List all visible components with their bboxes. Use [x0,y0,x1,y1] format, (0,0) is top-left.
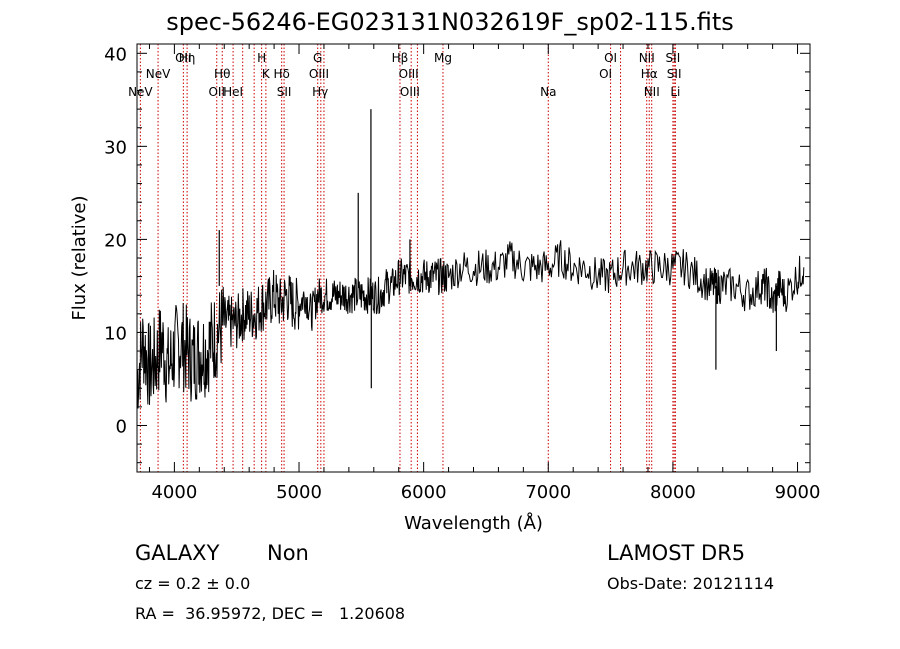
line-label: Li [670,85,680,99]
object-subclass: Non [267,541,309,565]
x-tick-label: 9000 [775,482,821,503]
line-label: OII [208,85,225,99]
y-tick-label: 20 [104,230,127,251]
survey-name: LAMOST DR5 [607,541,746,565]
y-tick-label: 10 [104,323,127,344]
line-label: G [313,51,322,65]
line-label: K [262,67,271,81]
x-axis-label: Wavelength (Å) [404,512,543,534]
redshift-cz: cz = 0.2 ± 0.0 [135,574,251,593]
y-tick-label: 0 [116,416,127,437]
line-label: SII [667,67,682,81]
y-tick-label: 30 [104,137,127,158]
line-label: OIII [399,67,419,81]
line-label: Hη [179,51,196,65]
coordinates: RA = 36.95972, DEC = 1.20608 [135,604,406,623]
line-label: Na [540,85,556,99]
line-label: Hδ [274,67,290,81]
line-label: Hγ [312,85,328,99]
line-label: SII [277,85,292,99]
object-class: GALAXY [135,541,220,565]
line-label: Hα [641,67,658,81]
line-label: OII [175,51,192,65]
y-tick-label: 40 [104,44,127,65]
line-label: H [257,51,266,65]
line-label: NeV [128,85,153,99]
line-label: OIII [400,85,420,99]
y-axis-label: Flux (relative) [69,195,90,320]
plot-frame [136,43,811,473]
line-label: OI [604,51,617,65]
obs-date: Obs-Date: 20121114 [607,574,775,593]
line-label: Hβ [392,51,409,65]
line-label: NII [639,51,655,65]
x-tick-label: 5000 [276,482,322,503]
x-tick-label: 8000 [650,482,696,503]
chart-title: spec-56246-EG023131N032619F_sp02-115.fit… [166,8,734,36]
x-tick-label: 6000 [401,482,447,503]
line-label: NeV [146,67,171,81]
line-label: NII [644,85,660,99]
x-tick-label: 7000 [525,482,571,503]
line-label: OI [599,67,612,81]
line-label: OIII [309,67,329,81]
spectrum-line [136,240,805,409]
line-label: Hθ [214,67,230,81]
line-label: Mg [434,51,452,65]
line-label: SII [666,51,681,65]
line-label: HeI [223,85,243,99]
x-tick-label: 4000 [151,482,197,503]
